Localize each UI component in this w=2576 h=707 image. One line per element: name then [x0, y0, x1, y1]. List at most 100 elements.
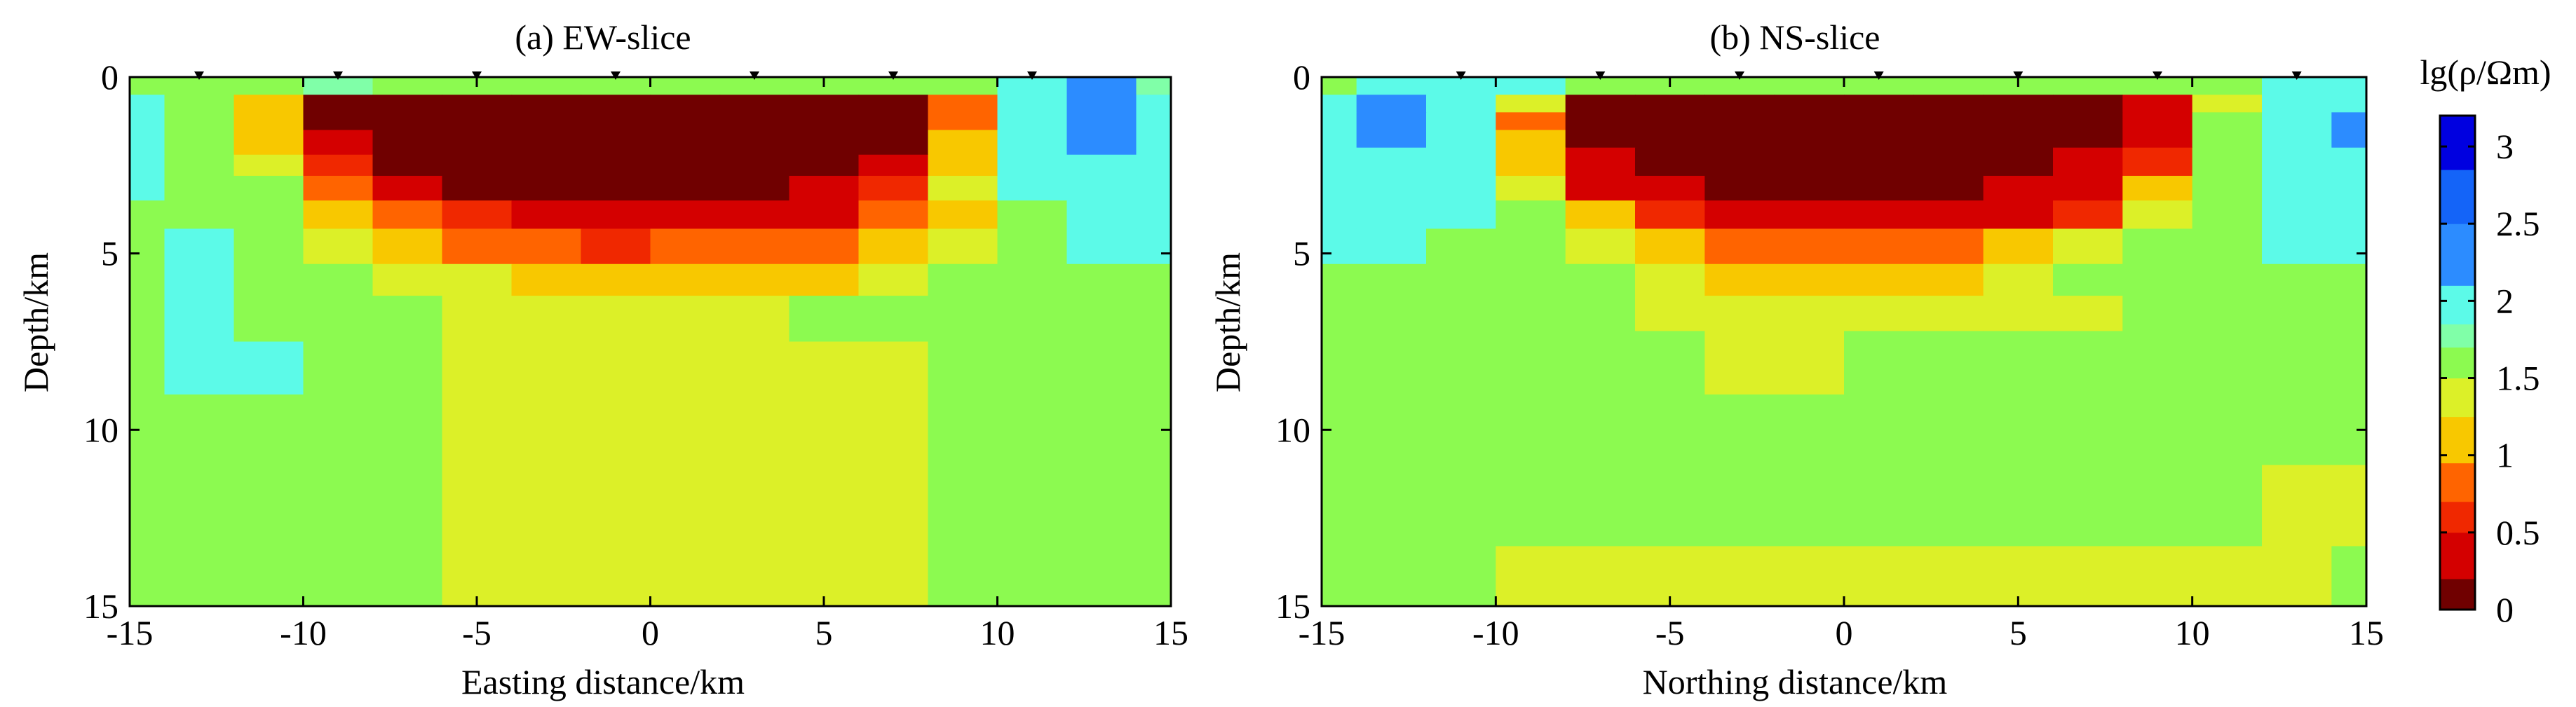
heatmap-cell	[2192, 465, 2263, 547]
ns-slice-panel: (b) NS-slice -15 -10 -5 0 5 10 15 0 5 10 15 North…	[1208, 18, 2384, 701]
heatmap-cell	[2192, 112, 2263, 131]
heatmap-cell	[511, 154, 582, 177]
heatmap-cell	[789, 296, 860, 343]
heatmap-cell	[511, 130, 582, 156]
heatmap-cell	[1913, 263, 1984, 296]
heatmap-cell	[1356, 263, 1427, 296]
heatmap-cell	[1844, 465, 1914, 547]
heatmap-cell	[1913, 130, 1984, 149]
heatmap-cell	[233, 296, 304, 343]
heatmap-cell	[1635, 95, 1705, 113]
heatmap-cell	[372, 296, 443, 343]
y-tick-label: 15	[1275, 586, 1310, 626]
station-marker	[194, 71, 204, 80]
colorbar-swatch	[2440, 416, 2475, 464]
colorbar-swatch	[2440, 116, 2475, 170]
heatmap-cell	[719, 228, 790, 265]
heatmap-cell	[2192, 95, 2263, 113]
heatmap-cell	[650, 296, 721, 343]
y-tick-label: 5	[101, 234, 118, 273]
heatmap-cell	[2192, 296, 2263, 331]
heatmap-cell	[2192, 331, 2263, 395]
heatmap-cell	[997, 175, 1068, 201]
x-tick-label: 15	[2349, 613, 2384, 652]
heatmap-cell	[650, 228, 721, 265]
heatmap-cell	[1983, 147, 2054, 177]
heatmap-cell	[2331, 95, 2367, 113]
heatmap-cell	[1635, 228, 1705, 265]
heatmap-cell	[442, 228, 513, 265]
heatmap-cell	[1136, 296, 1172, 343]
heatmap-cell	[650, 154, 721, 177]
y-tick-label: 10	[83, 410, 118, 449]
heatmap-cell	[2122, 228, 2193, 265]
heatmap-cell	[1983, 200, 2054, 230]
y-tick-label: 10	[1275, 410, 1310, 449]
heatmap-cell	[2331, 130, 2367, 149]
heatmap-cell	[1426, 546, 1496, 607]
heatmap-cell	[2262, 546, 2332, 607]
heatmap-cell	[1322, 112, 1357, 131]
heatmap-cell	[1635, 147, 1705, 177]
heatmap-cell	[2262, 147, 2332, 177]
heatmap-cell	[1704, 147, 1775, 177]
heatmap-cell	[1322, 465, 1357, 547]
heatmap-cell	[2053, 112, 2123, 131]
x-tick-label: -5	[1655, 613, 1685, 652]
heatmap-cell	[1774, 175, 1845, 201]
heatmap-cell	[581, 394, 651, 466]
heatmap-cell	[130, 228, 165, 265]
heatmap-cell	[1983, 296, 2054, 331]
x-tick-label: 0	[1836, 613, 1853, 652]
heatmap-cell	[1635, 331, 1705, 395]
heatmap-cell	[1322, 296, 1357, 331]
ns-slice-ticks	[1320, 76, 2368, 608]
station-marker	[2013, 71, 2023, 80]
colorbar-label: lg(ρ/Ωm)	[2420, 53, 2551, 92]
heatmap-cell	[2053, 465, 2123, 547]
heatmap-cell	[1356, 112, 1427, 131]
heatmap-cell	[1565, 95, 1636, 113]
heatmap-cell	[233, 130, 304, 156]
heatmap-cell	[581, 154, 651, 177]
heatmap-cell	[1066, 200, 1137, 230]
heatmap-cell	[2331, 331, 2367, 395]
heatmap-cell	[164, 77, 235, 95]
heatmap-cell	[303, 228, 374, 265]
heatmap-cell	[719, 154, 790, 177]
heatmap-cell	[2331, 465, 2367, 547]
heatmap-cell	[2192, 175, 2263, 201]
station-marker	[472, 71, 482, 80]
heatmap-cell	[130, 175, 165, 201]
heatmap-cell	[581, 341, 651, 395]
heatmap-cell	[2262, 77, 2332, 95]
y-tick-label: 5	[1293, 234, 1310, 273]
colorbar-ticks	[2440, 145, 2475, 611]
colorbar-swatch	[2440, 501, 2475, 533]
heatmap-cell	[1704, 296, 1775, 331]
heatmap-cell	[581, 175, 651, 201]
heatmap-cell	[164, 263, 235, 296]
heatmap-cell	[1635, 130, 1705, 149]
ew-slice-x-axis-label: Easting distance/km	[461, 662, 745, 701]
heatmap-cell	[1704, 112, 1775, 131]
heatmap-cell	[1426, 175, 1496, 201]
heatmap-cell	[303, 296, 374, 343]
heatmap-cell	[2331, 263, 2367, 296]
heatmap-cell	[2122, 77, 2193, 95]
heatmap-cell	[1913, 95, 1984, 113]
heatmap-cell	[2262, 394, 2332, 466]
heatmap-cell	[1844, 77, 1914, 95]
colorbar-tick-label: 0	[2496, 590, 2514, 629]
heatmap-cell	[1774, 228, 1845, 265]
ew-slice-panel: (a) EW-slice -15 -10 -5 0 5 10 15 0 5 10 15 Easti…	[16, 18, 1188, 701]
heatmap-cell	[2122, 95, 2193, 113]
heatmap-cell	[372, 77, 443, 95]
heatmap-cell	[858, 200, 929, 230]
colorbar-swatch	[2440, 224, 2475, 286]
heatmap-cell	[2331, 112, 2367, 131]
heatmap-cell	[442, 130, 513, 156]
heatmap-cell	[2262, 228, 2332, 265]
heatmap-cell	[1774, 95, 1845, 113]
heatmap-cell	[372, 394, 443, 466]
